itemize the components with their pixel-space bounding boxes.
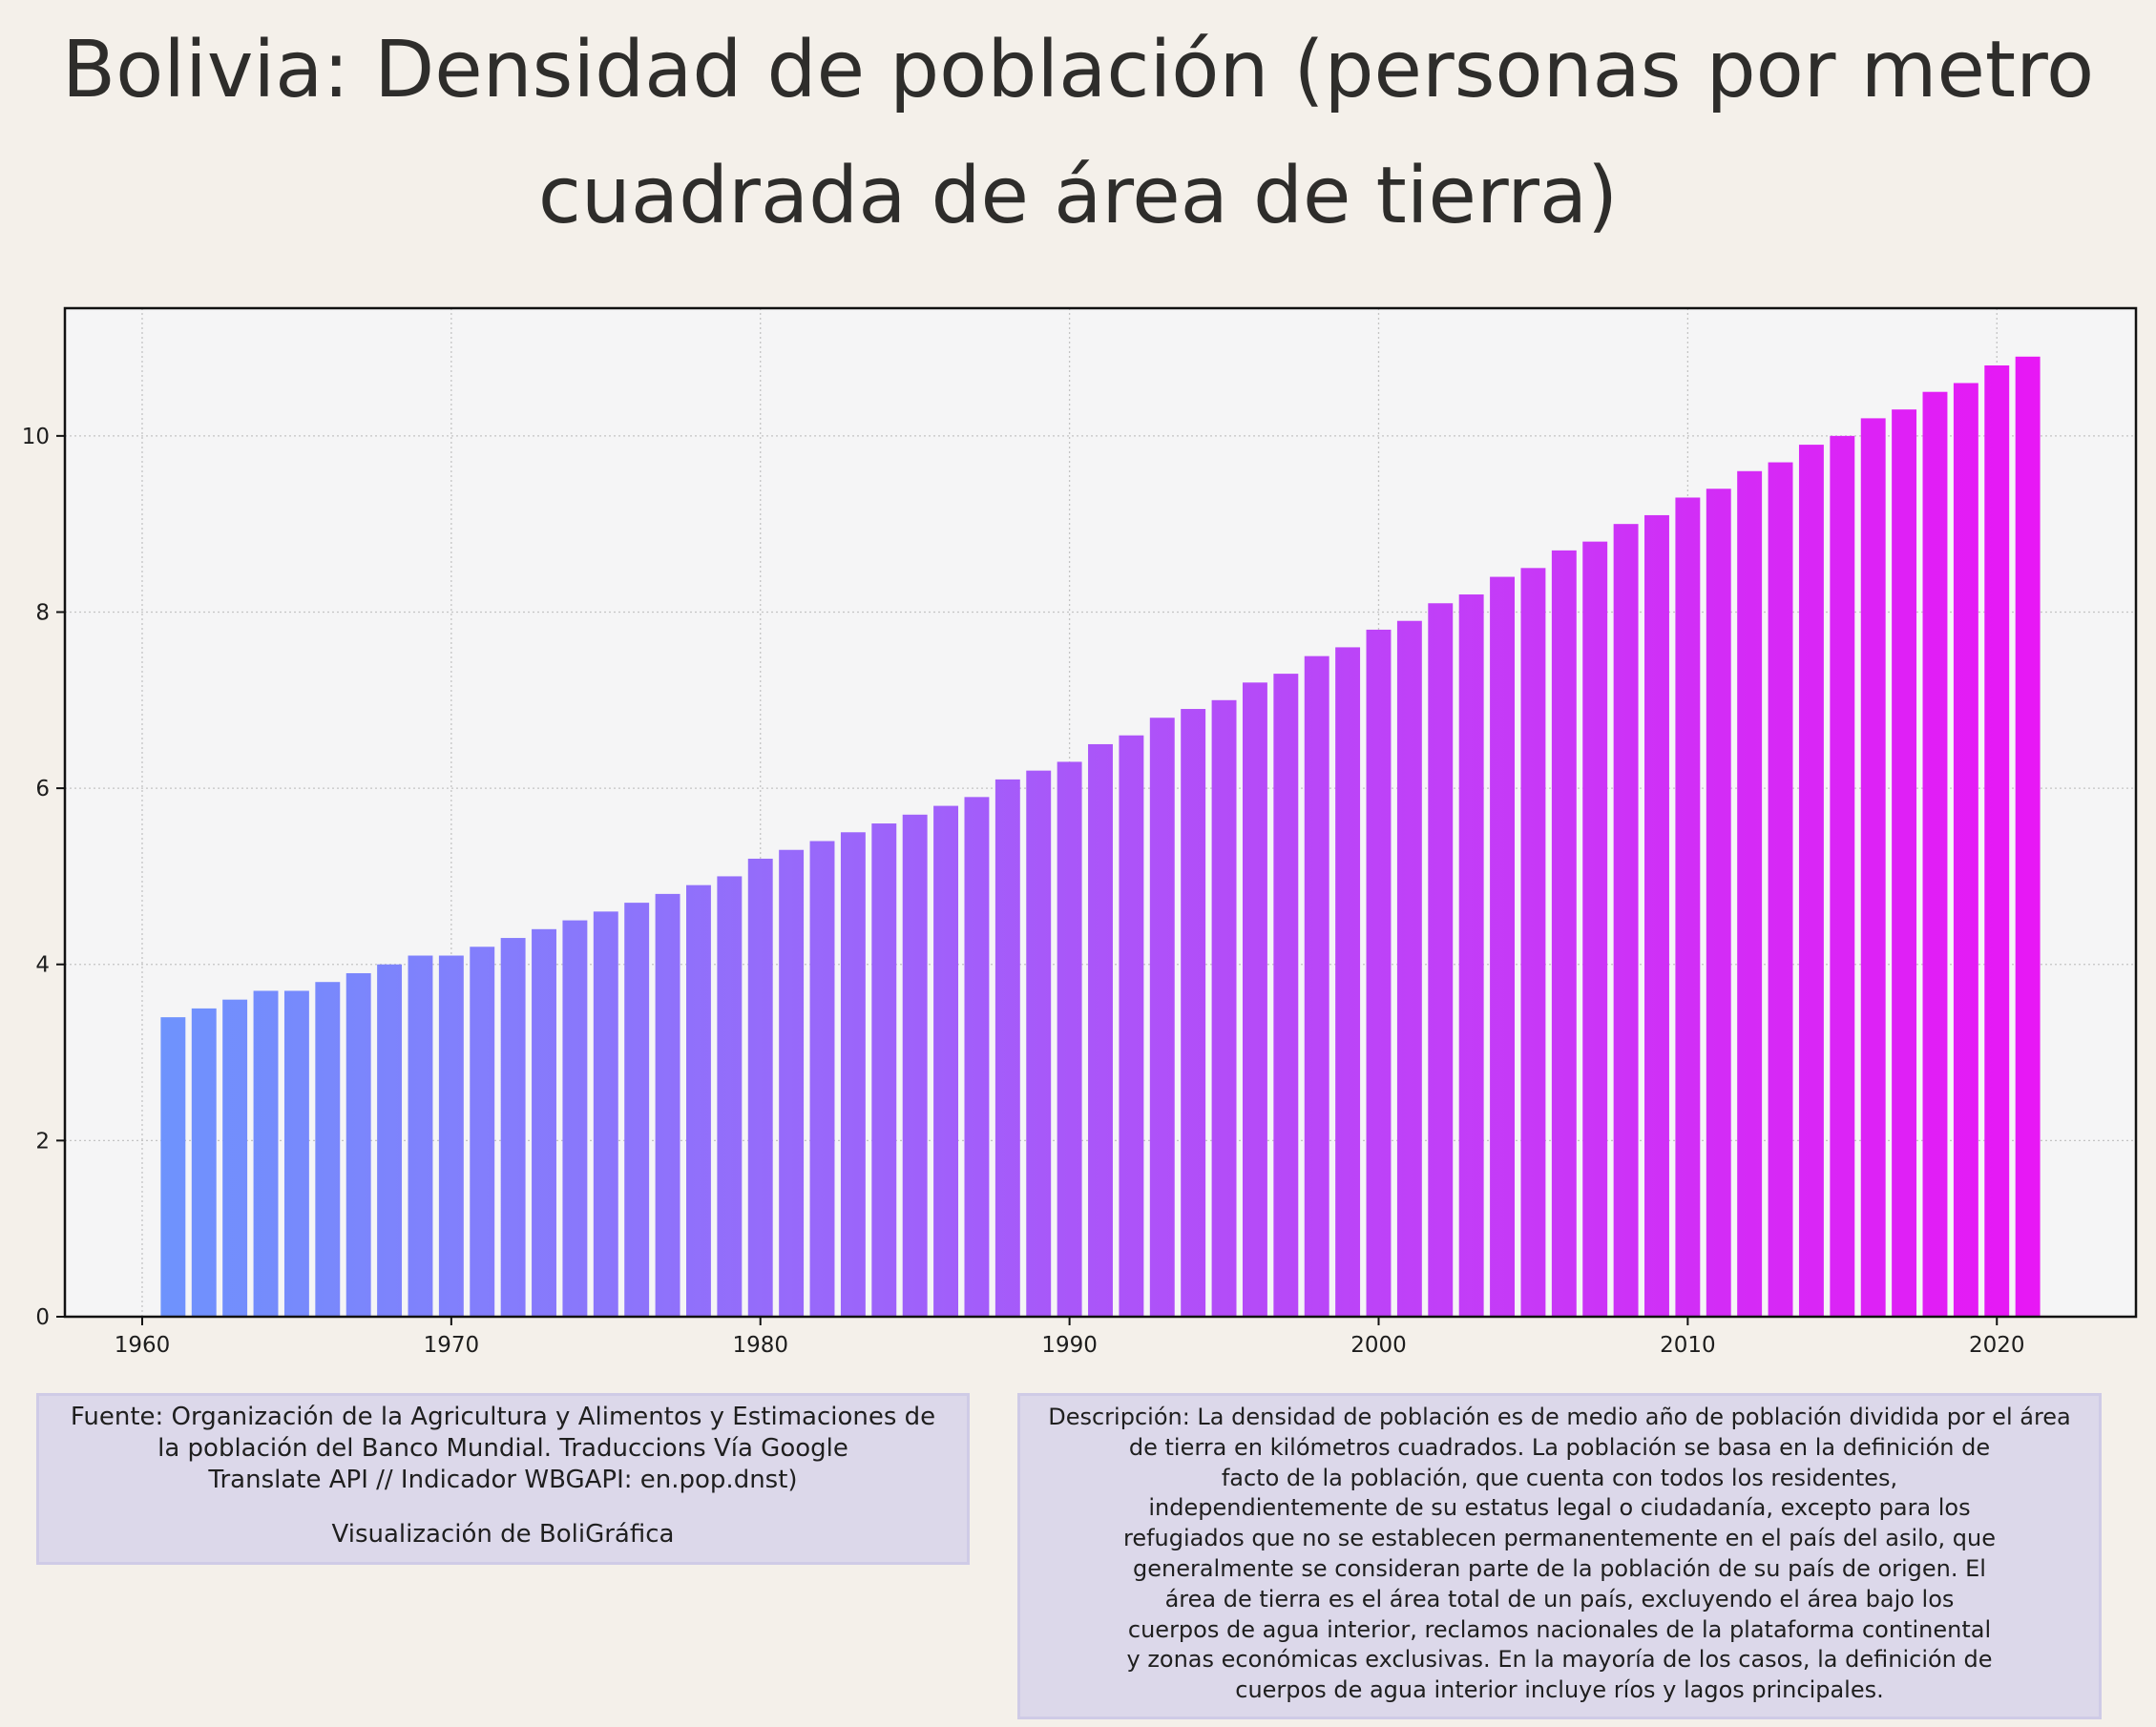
x-tick-label: 1970: [424, 1333, 480, 1358]
bar: [902, 814, 928, 1317]
bar: [1273, 674, 1299, 1317]
x-tick-label: 1990: [1041, 1333, 1098, 1358]
bar: [1242, 682, 1267, 1317]
description-line: Descripción: La densidad de población es…: [1048, 1404, 2071, 1430]
source-line: Fuente: Organización de la Agricultura y…: [70, 1403, 936, 1431]
bar: [1984, 365, 2010, 1317]
y-tick-label: 6: [35, 777, 50, 801]
credit-line: Visualización de BoliGráfica: [331, 1520, 675, 1549]
bar: [222, 999, 248, 1317]
description-line: de tierra en kilómetros cuadrados. La po…: [1128, 1433, 1991, 1461]
bar: [532, 928, 556, 1317]
bar: [655, 893, 680, 1317]
bar: [377, 964, 403, 1317]
y-axis: 0 2 4 6 8 10: [22, 425, 65, 1330]
y-tick-label: 10: [22, 425, 50, 449]
bar: [253, 990, 279, 1317]
bar: [1737, 470, 1763, 1318]
chart-title-line-2: cuadrada de área de tierra): [537, 151, 1619, 241]
description-line: independientemente de su estatus legal o…: [1148, 1494, 1971, 1522]
bar: [1490, 576, 1515, 1317]
bar: [1366, 629, 1392, 1317]
bar: [345, 972, 371, 1317]
x-axis: 1960 1970 1980 1990 2000 2010 2020: [115, 1317, 2025, 1358]
bar: [1458, 594, 1484, 1317]
bar: [1675, 497, 1701, 1317]
bar: [686, 884, 711, 1317]
bar: [964, 797, 990, 1317]
bar: [160, 1017, 186, 1317]
bar: [871, 823, 897, 1317]
bar: [1860, 418, 1886, 1317]
description-line: generalmente se consideran parte de la p…: [1133, 1554, 1986, 1582]
description-line: y zonas económicas exclusivas. En la may…: [1126, 1646, 1993, 1674]
chart-title: Bolivia: Densidad de población (personas…: [0, 8, 2156, 260]
description-line: facto de la población, que cuenta con to…: [1221, 1464, 1898, 1491]
bar: [840, 832, 866, 1317]
bar: [1551, 550, 1577, 1317]
description-line: área de tierra es el área total de un pa…: [1164, 1585, 1955, 1613]
bar: [717, 876, 743, 1317]
bar: [1953, 383, 1978, 1317]
x-tick-label: 2000: [1350, 1333, 1407, 1358]
bar: [1768, 462, 1793, 1317]
y-tick-label: 4: [35, 953, 50, 978]
bar: [933, 805, 959, 1317]
bar: [1088, 743, 1113, 1317]
bar: [1798, 445, 1824, 1317]
y-tick-label: 0: [35, 1305, 50, 1330]
bar: [1613, 524, 1639, 1317]
description-line: refugiados que no se establecen permanen…: [1122, 1525, 1996, 1552]
bar: [1181, 709, 1206, 1317]
bar: [1211, 699, 1237, 1317]
x-tick-label: 2010: [1660, 1333, 1716, 1358]
bar: [562, 920, 588, 1317]
bar: [1335, 647, 1361, 1317]
bar: [1520, 568, 1546, 1317]
bar: [500, 938, 526, 1317]
bar: [747, 858, 773, 1317]
description-note: Descripción: La densidad de población es…: [1017, 1393, 2102, 1719]
y-tick-label: 8: [35, 600, 50, 625]
bar: [1644, 514, 1669, 1317]
bar: [2015, 356, 2041, 1317]
bar: [1428, 603, 1454, 1317]
bar: [1396, 620, 1422, 1317]
bar: [1892, 409, 1917, 1317]
description-line: cuerpos de agua interior incluye ríos y …: [1235, 1676, 1884, 1704]
bar: [593, 911, 618, 1317]
bar: [779, 849, 805, 1317]
source-line: la población del Banco Mundial. Traducci…: [157, 1434, 848, 1463]
bar: [1830, 435, 1855, 1317]
bar: [1706, 489, 1731, 1317]
bar: [624, 903, 650, 1317]
bar: [1026, 770, 1052, 1317]
description-line: cuerpos de agua interior, reclamos nacio…: [1127, 1615, 1992, 1643]
y-tick-label: 2: [35, 1129, 50, 1154]
plot-frame: [63, 306, 2138, 1319]
bar: [408, 955, 433, 1317]
bar: [315, 982, 341, 1317]
x-tick-label: 1960: [115, 1333, 171, 1358]
bar: [438, 955, 464, 1317]
chart-title-line-1: Bolivia: Densidad de población (personas…: [61, 25, 2095, 115]
bar: [1582, 541, 1608, 1317]
bar: [1057, 761, 1082, 1317]
bars: [160, 356, 2041, 1318]
bar: [1304, 655, 1329, 1317]
bar: [191, 1008, 217, 1317]
bar: [1922, 391, 1948, 1317]
bar: [1149, 718, 1175, 1317]
source-line: Translate API // Indicador WBGAPI: en.po…: [208, 1466, 798, 1494]
bar: [809, 841, 835, 1317]
x-tick-label: 2020: [1969, 1333, 2025, 1358]
source-note: Fuente: Organización de la Agricultura y…: [36, 1393, 970, 1565]
bar: [1119, 735, 1144, 1317]
bar: [283, 990, 309, 1317]
bar: [994, 779, 1020, 1317]
bar: [470, 947, 495, 1317]
x-tick-label: 1980: [732, 1333, 788, 1358]
